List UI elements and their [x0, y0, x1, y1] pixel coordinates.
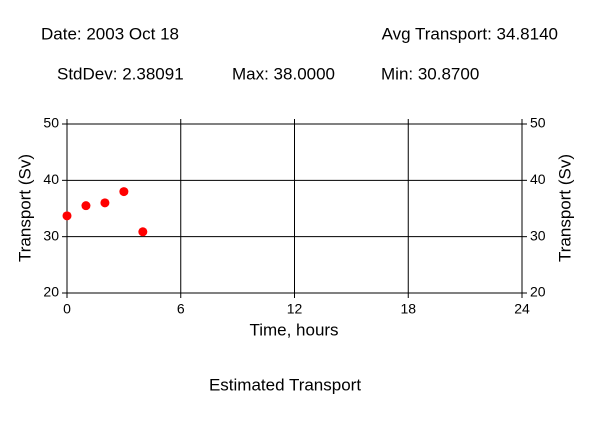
- annotation: Min: 30.8700: [381, 64, 479, 83]
- data-point: [81, 201, 91, 211]
- annotation: StdDev: 2.38091: [57, 64, 184, 83]
- annotation: Date: 2003 Oct 18: [41, 24, 179, 43]
- data-point: [138, 227, 148, 237]
- x-tick-label: 0: [63, 301, 71, 317]
- annotation: Max: 38.0000: [232, 64, 335, 83]
- y2-axis-label: Transport (Sv): [555, 154, 574, 262]
- x-tick-label: 6: [177, 301, 185, 317]
- y-tick-label: 20: [43, 284, 59, 300]
- y-tick-label: 50: [43, 115, 59, 131]
- y-tick-label: 40: [43, 171, 59, 187]
- data-point: [100, 198, 110, 208]
- x-tick-label: 18: [400, 301, 416, 317]
- y2-tick-label: 50: [530, 115, 546, 131]
- y2-tick-label: 40: [530, 171, 546, 187]
- x-tick-label: 24: [514, 301, 530, 317]
- y-tick-label: 30: [43, 227, 59, 243]
- y-axis-label: Transport (Sv): [15, 154, 34, 262]
- y2-tick-label: 30: [530, 227, 546, 243]
- data-point: [119, 187, 129, 197]
- annotation: Avg Transport: 34.8140: [382, 24, 558, 43]
- y2-tick-label: 20: [530, 284, 546, 300]
- x-tick-label: 12: [287, 301, 303, 317]
- data-point: [62, 211, 72, 221]
- x-axis-label: Time, hours: [249, 320, 338, 339]
- chart-title: Estimated Transport: [209, 375, 361, 394]
